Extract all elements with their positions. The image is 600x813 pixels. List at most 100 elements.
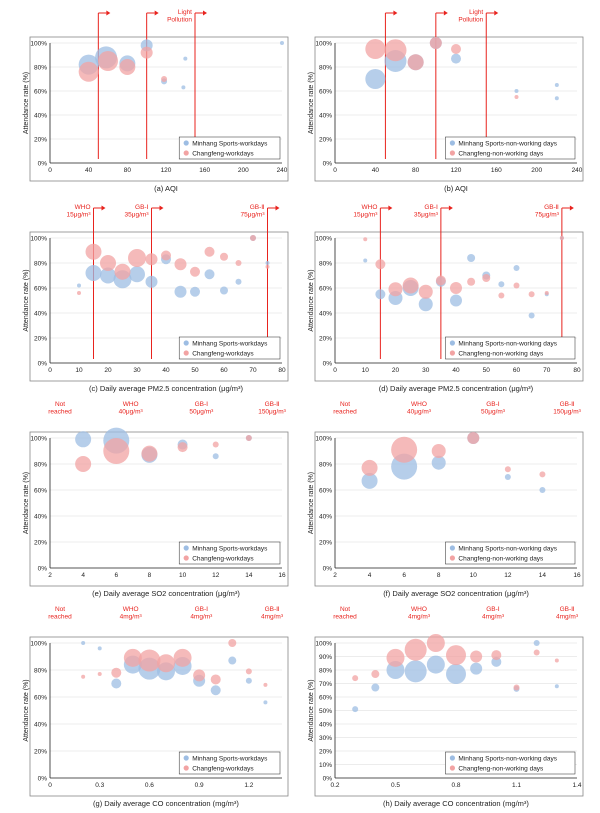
threshold-label-line: 150μg/m³ <box>258 409 286 416</box>
x-tick-label: 1.2 <box>244 782 253 789</box>
y-tick-label: 40% <box>319 722 332 729</box>
chart-panel-e: 0% 20% 40% 60% 80% 100% 2 4 6 8 10 12 14 16 Attendance… <box>23 401 289 598</box>
x-tick-label: 70 <box>249 367 257 374</box>
threshold-label-line: Light <box>469 9 483 16</box>
y-tick-label: 10% <box>319 762 332 769</box>
data-point <box>204 269 215 280</box>
data-point <box>210 685 221 696</box>
threshold-arrowhead <box>106 10 111 16</box>
data-point <box>391 436 418 463</box>
data-point <box>404 638 427 661</box>
threshold-label: Light Pollution <box>167 9 192 24</box>
x-tick-label: 10 <box>75 367 83 374</box>
y-tick-label: 0% <box>323 566 333 573</box>
y-tick-label: 50% <box>319 708 332 715</box>
data-point <box>161 76 168 82</box>
data-point <box>375 289 386 300</box>
threshold-arrowhead <box>388 205 393 211</box>
y-axis-label: Attendance rate (%) <box>23 72 30 134</box>
x-tick-label: 120 <box>161 167 172 174</box>
data-point <box>539 487 546 493</box>
x-tick-label: 120 <box>451 167 462 174</box>
threshold-label-line: 4mg/m³ <box>120 614 143 621</box>
threshold-label-line: Not <box>55 401 65 408</box>
x-tick-label: 2 <box>48 572 52 579</box>
data-point <box>514 95 519 99</box>
y-tick-label: 40% <box>34 722 47 729</box>
threshold-label-line: Not <box>340 606 350 613</box>
y-tick-label: 0% <box>323 776 333 783</box>
data-point <box>384 39 407 62</box>
y-tick-label: 100% <box>30 641 47 648</box>
data-point <box>250 235 256 241</box>
data-point <box>363 237 368 242</box>
threshold-arrowhead <box>275 205 280 211</box>
data-point <box>174 258 187 271</box>
y-tick-label: 60% <box>34 695 47 702</box>
plot-frame <box>314 231 584 382</box>
y-tick-label: 0% <box>38 566 48 573</box>
data-point <box>100 267 116 284</box>
x-tick-label: 80 <box>412 167 420 174</box>
y-tick-label: 40% <box>319 514 332 521</box>
legend-label: Changfeng-workdays <box>192 151 254 158</box>
x-tick-label: 200 <box>531 167 542 174</box>
legend-marker <box>183 765 189 771</box>
y-tick-label: 80% <box>34 668 47 675</box>
threshold-label-line: Not <box>340 401 350 408</box>
y-tick-label: 80% <box>319 261 332 268</box>
threshold-label: Light Pollution <box>458 9 483 24</box>
legend-marker <box>183 555 189 561</box>
data-point <box>97 646 102 651</box>
legend-label: Minhang Sports-non-working days <box>458 756 557 763</box>
data-point <box>77 283 81 288</box>
x-tick-label: 4 <box>368 572 372 579</box>
threshold-label-line: 40μg/m³ <box>119 409 144 416</box>
data-point <box>114 263 131 280</box>
legend-box <box>178 751 281 775</box>
threshold-arrowhead <box>393 10 398 16</box>
data-point <box>467 432 480 444</box>
data-point <box>352 706 359 713</box>
plot-frame <box>314 636 584 797</box>
data-point <box>375 259 386 270</box>
x-tick-label: 0 <box>333 167 337 174</box>
y-tick-label: 40% <box>319 311 332 318</box>
legend-box <box>178 136 281 160</box>
x-tick-label: 12 <box>504 572 512 579</box>
threshold-label-line: GB-Ⅰ <box>486 606 500 613</box>
threshold-label-line: reached <box>48 409 72 416</box>
y-tick-label: 100% <box>315 41 332 48</box>
y-tick-label: 40% <box>34 113 47 120</box>
y-tick-label: 80% <box>34 65 47 72</box>
legend-marker <box>183 350 189 356</box>
y-tick-label: 20% <box>319 749 332 756</box>
threshold-label: GB-Ⅰ 4mg/m³ <box>482 606 505 621</box>
data-point <box>388 282 403 297</box>
data-point <box>103 438 130 464</box>
legend-label: Changfeng-non-working days <box>458 151 544 158</box>
y-tick-label: 0% <box>38 776 48 783</box>
legend-marker <box>183 150 189 156</box>
y-tick-label: 60% <box>319 286 332 293</box>
threshold-label: WHO 4mg/m³ <box>408 606 431 621</box>
x-tick-label: 10 <box>362 367 370 374</box>
x-tick-label: 1.4 <box>572 782 581 789</box>
threshold-label-line: GB-Ⅰ <box>486 401 500 408</box>
threshold-label-line: 75μg/m³ <box>535 212 560 219</box>
x-tick-label: 0 <box>48 367 52 374</box>
threshold-label-line: 4mg/m³ <box>408 614 431 621</box>
legend-box <box>445 336 576 360</box>
data-point <box>513 684 520 691</box>
y-tick-label: 0% <box>38 361 48 368</box>
threshold-label-line: 4mg/m³ <box>556 614 579 621</box>
data-point <box>210 674 221 685</box>
x-tick-label: 0.9 <box>195 782 204 789</box>
data-point <box>513 265 520 271</box>
threshold-label: WHO 15μg/m³ <box>353 204 378 219</box>
x-tick-label: 50 <box>483 367 491 374</box>
data-point <box>426 634 445 652</box>
data-point <box>190 266 200 277</box>
chart-panel-g: 0% 20% 40% 60% 80% 100% 0 0.3 0.6 0.9 1.2 Attendanc… <box>23 606 289 808</box>
x-tick-label: 16 <box>573 572 581 579</box>
